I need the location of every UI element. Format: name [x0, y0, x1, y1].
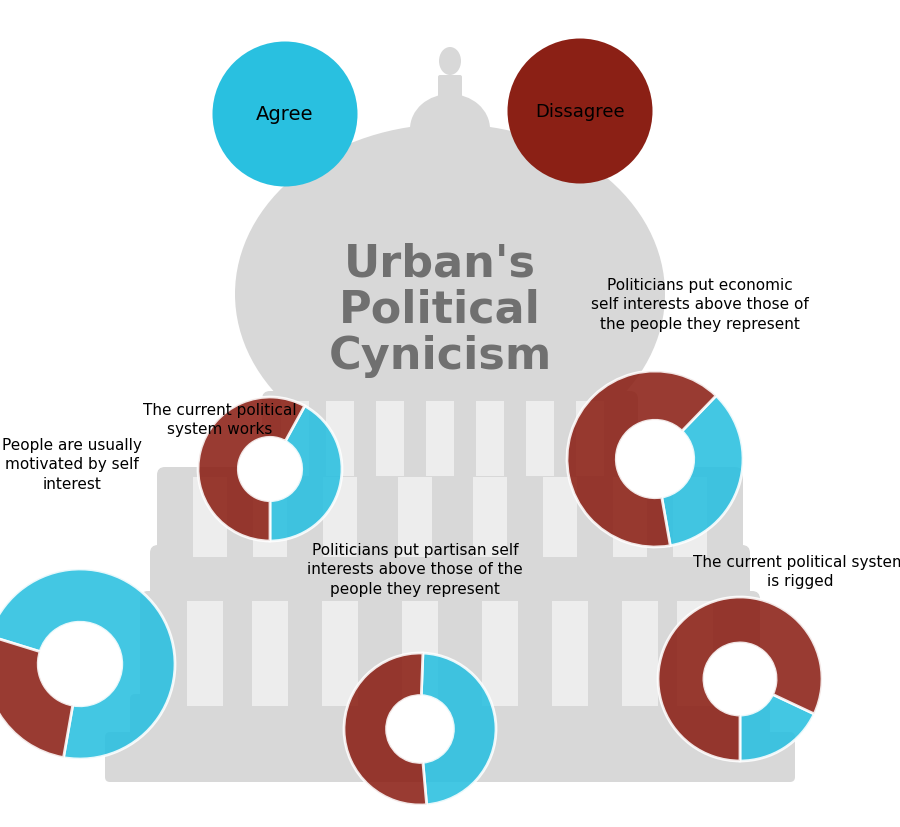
FancyBboxPatch shape: [677, 601, 713, 706]
Circle shape: [38, 623, 122, 706]
Wedge shape: [662, 396, 743, 546]
FancyBboxPatch shape: [476, 402, 504, 476]
Circle shape: [238, 437, 302, 501]
Circle shape: [704, 643, 776, 715]
Ellipse shape: [508, 40, 652, 184]
FancyBboxPatch shape: [622, 601, 658, 706]
Text: The current political
system works: The current political system works: [143, 403, 297, 437]
Text: Politicians put partisan self
interests above those of the
people they represent: Politicians put partisan self interests …: [307, 543, 523, 596]
FancyBboxPatch shape: [673, 477, 707, 557]
Text: People are usually
motivated by self
interest: People are usually motivated by self int…: [2, 437, 142, 491]
Ellipse shape: [212, 42, 357, 187]
Wedge shape: [658, 597, 822, 761]
Text: Politicians put economic
self interests above those of
the people they represent: Politicians put economic self interests …: [591, 278, 809, 332]
Circle shape: [616, 421, 694, 498]
FancyBboxPatch shape: [105, 732, 795, 782]
Wedge shape: [270, 406, 342, 542]
FancyBboxPatch shape: [130, 694, 770, 749]
Text: The current political system
is rigged: The current political system is rigged: [693, 554, 900, 588]
Wedge shape: [344, 653, 427, 805]
Text: Dissagree: Dissagree: [536, 103, 625, 121]
Wedge shape: [567, 371, 716, 547]
Ellipse shape: [439, 48, 461, 76]
FancyBboxPatch shape: [281, 402, 309, 476]
FancyBboxPatch shape: [552, 601, 588, 706]
FancyBboxPatch shape: [322, 601, 358, 706]
Ellipse shape: [410, 95, 490, 165]
Wedge shape: [0, 569, 175, 759]
FancyBboxPatch shape: [402, 601, 438, 706]
Text: Urban's
Political
Cynicism: Urban's Political Cynicism: [328, 241, 552, 377]
FancyBboxPatch shape: [543, 477, 577, 557]
Ellipse shape: [235, 125, 665, 465]
FancyBboxPatch shape: [526, 402, 554, 476]
FancyBboxPatch shape: [613, 477, 647, 557]
FancyBboxPatch shape: [398, 477, 432, 557]
Wedge shape: [421, 653, 496, 805]
FancyBboxPatch shape: [187, 601, 223, 706]
FancyBboxPatch shape: [323, 477, 357, 557]
Text: Agree: Agree: [256, 105, 314, 124]
FancyBboxPatch shape: [438, 76, 462, 110]
FancyBboxPatch shape: [140, 591, 760, 717]
FancyBboxPatch shape: [193, 477, 227, 557]
FancyBboxPatch shape: [253, 477, 287, 557]
Wedge shape: [198, 398, 305, 542]
FancyBboxPatch shape: [576, 402, 604, 476]
FancyBboxPatch shape: [473, 477, 507, 557]
FancyBboxPatch shape: [157, 467, 743, 568]
Wedge shape: [0, 636, 73, 758]
FancyBboxPatch shape: [262, 391, 638, 487]
FancyBboxPatch shape: [326, 402, 354, 476]
Wedge shape: [740, 695, 814, 761]
FancyBboxPatch shape: [150, 545, 750, 616]
FancyBboxPatch shape: [252, 601, 288, 706]
FancyBboxPatch shape: [482, 601, 518, 706]
FancyBboxPatch shape: [426, 402, 454, 476]
Circle shape: [387, 696, 454, 762]
FancyBboxPatch shape: [376, 402, 404, 476]
